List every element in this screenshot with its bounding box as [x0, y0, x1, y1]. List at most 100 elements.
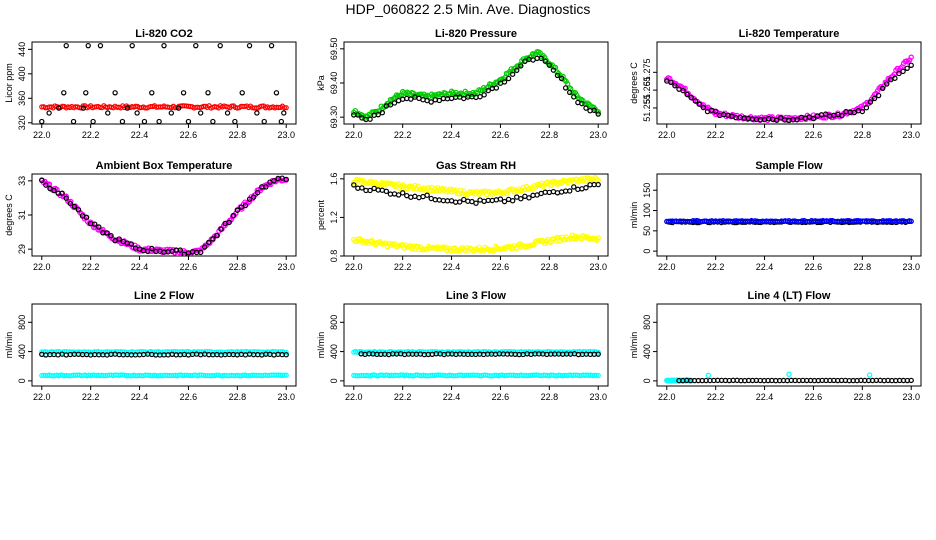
data-point-l2_cyan_low — [281, 372, 287, 378]
y-tick-label: 69.50 — [329, 38, 339, 61]
series-layer — [39, 175, 289, 256]
x-tick-label: 23.0 — [277, 262, 295, 272]
data-point-rh_black — [518, 196, 524, 202]
data-point-co2_black — [193, 42, 199, 49]
data-point-co2_black — [278, 118, 285, 124]
x-tick-label: 23.0 — [277, 392, 295, 402]
data-point-pressure_black — [493, 85, 500, 91]
data-point-box_black — [63, 195, 69, 201]
panel-title: Line 3 Flow — [446, 290, 506, 302]
y-tick-label: 1.6 — [329, 173, 339, 186]
x-tick-label: 22.8 — [541, 392, 559, 402]
data-point-pressure_black — [355, 112, 361, 118]
y-tick-label: 800 — [642, 315, 652, 330]
data-point-box_black — [218, 226, 224, 232]
x-tick-label: 22.8 — [541, 130, 559, 140]
x-tick-label: 22.8 — [229, 262, 247, 272]
data-point-co2_avg — [80, 103, 86, 109]
data-point-pressure_black — [379, 110, 385, 116]
x-tick-label: 22.0 — [33, 392, 51, 402]
plot-frame — [31, 173, 297, 257]
data-point-rh_black — [359, 185, 365, 191]
data-point-box_black — [75, 207, 82, 213]
y-axis-label: kPa — [316, 75, 326, 91]
x-tick-label: 22.6 — [805, 130, 823, 140]
data-point-co2_black — [224, 110, 231, 116]
data-point-co2_black — [46, 110, 52, 116]
y-tick-label: 0 — [17, 378, 27, 383]
data-point-pressure_black — [485, 87, 491, 94]
y-tick-label: 51.275 — [642, 59, 652, 87]
data-point-box_black — [83, 214, 90, 220]
data-point-rh_black — [497, 196, 504, 202]
data-point-co2_black — [161, 42, 167, 49]
data-point-pressure_black — [428, 99, 434, 105]
series-layer — [664, 217, 914, 226]
x-tick-label: 22.6 — [492, 130, 510, 140]
data-point-rh_black — [383, 188, 390, 195]
data-point-temp_black — [692, 98, 698, 104]
y-tick-label: 360 — [17, 91, 27, 106]
data-point-co2_black — [119, 118, 126, 124]
x-tick-label: 22.2 — [707, 130, 725, 140]
panel-7: Line 2 Flow 22.0 22.2 22.4 22.6 22.8 23.0 0 400 8… — [4, 290, 297, 402]
data-point-box_black — [128, 241, 135, 247]
x-tick-label: 22.0 — [345, 130, 363, 140]
series-layer — [664, 54, 914, 124]
data-point-pressure_black — [562, 85, 569, 91]
data-point-pressure_black — [538, 55, 544, 62]
plot-frame — [343, 303, 609, 387]
data-point-l4_black — [908, 377, 914, 384]
data-point-temp_black — [696, 101, 703, 107]
panel-title: Ambient Box Temperature — [96, 160, 233, 172]
panel-title: Li-820 Temperature — [739, 28, 840, 40]
data-point-l3_cyan_low — [593, 372, 599, 378]
data-point-box_black — [263, 184, 269, 190]
x-tick-label: 22.8 — [229, 130, 247, 140]
x-tick-label: 22.2 — [82, 130, 100, 140]
data-point-box_black — [230, 212, 236, 219]
x-tick-label: 22.4 — [131, 392, 149, 402]
data-point-box_black — [59, 190, 65, 196]
data-point-co2_black — [232, 118, 238, 124]
data-point-rh_black — [351, 182, 357, 188]
data-point-temp_black — [859, 108, 866, 115]
data-point-box_black — [47, 185, 53, 192]
data-point-co2_black — [83, 90, 89, 96]
data-point-co2_black — [124, 105, 131, 111]
data-point-box_black — [234, 207, 241, 213]
data-point-rh_black — [571, 184, 577, 190]
data-point-temp_black — [688, 94, 694, 101]
data-point-box_black — [71, 203, 78, 210]
data-point-co2_black — [63, 42, 69, 49]
y-tick-label: 69.40 — [329, 72, 339, 95]
panel-5: Gas Stream RH 22.0 22.2 22.4 22.6 22.8 23.0 0.8… — [316, 160, 609, 272]
data-point-co2_black — [149, 90, 155, 96]
data-point-co2_black — [185, 118, 192, 124]
data-point-rh_black — [595, 181, 601, 188]
data-point-co2_avg — [281, 105, 287, 111]
panel-title: Li-820 CO2 — [135, 28, 192, 40]
data-point-co2_black — [261, 118, 267, 124]
data-point-temp_black — [904, 65, 910, 72]
data-point-pressure_black — [509, 71, 516, 77]
data-point-box_magenta — [246, 198, 253, 205]
data-point-box_black — [51, 187, 57, 194]
y-tick-label: 1.2 — [329, 211, 339, 224]
series-layer — [351, 175, 601, 254]
panel-1: Li-820 CO2 22.0 22.2 22.4 22.6 22.8 23.0 320 360… — [4, 28, 297, 140]
data-point-co2_black — [210, 118, 216, 124]
y-tick-label: 50 — [642, 226, 652, 236]
data-point-co2_black — [281, 110, 287, 116]
x-tick-label: 22.6 — [180, 130, 198, 140]
data-point-box_black — [197, 249, 204, 256]
data-point-box_black — [104, 230, 110, 236]
data-point-box_black — [145, 248, 151, 255]
y-tick-label: 0.8 — [329, 250, 339, 263]
data-point-box_black — [177, 247, 183, 253]
data-point-temp_black — [810, 115, 817, 122]
x-tick-label: 22.0 — [345, 262, 363, 272]
data-point-pressure_black — [477, 94, 483, 100]
data-point-co2_black — [168, 110, 175, 116]
data-point-pressure_black — [550, 67, 557, 73]
